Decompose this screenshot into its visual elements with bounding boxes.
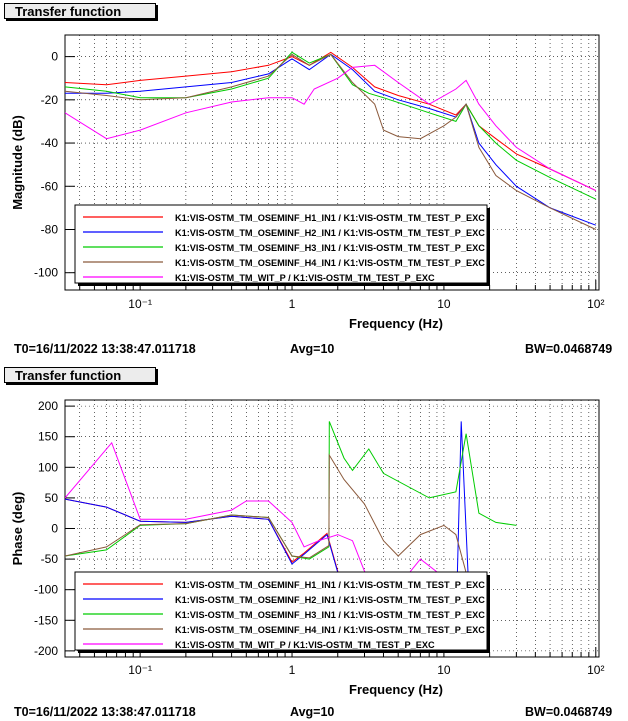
status-t0: T0=16/11/2022 13:38:47.011718 (14, 342, 196, 356)
series-line-4 (65, 453, 472, 590)
y-tick-label: 200 (38, 399, 58, 413)
x-axis-label: Frequency (Hz) (349, 316, 443, 331)
y-axis-label: Magnitude (dB) (10, 115, 25, 210)
legend-label: K1:VIS-OSTM_TM_OSEMINF_H4_IN1 / K1:VIS-O… (175, 258, 485, 268)
legend-label: K1:VIS-OSTM_TM_OSEMINF_H2_IN1 / K1:VIS-O… (175, 595, 485, 605)
legend-label: K1:VIS-OSTM_TM_OSEMINF_H3_IN1 / K1:VIS-O… (175, 610, 485, 620)
legend-label: K1:VIS-OSTM_TM_WIT_P / K1:VIS-OSTM_TM_TE… (175, 273, 435, 283)
x-tick-label: 10 (437, 663, 451, 677)
y-tick-label: 100 (38, 460, 58, 474)
status-avg: Avg=10 (290, 342, 335, 356)
y-tick-label: -150 (34, 613, 58, 627)
x-tick-label: 1 (289, 663, 296, 677)
status-bw: BW=0.0468749 (525, 342, 613, 356)
series-line-2 (65, 53, 596, 226)
x-tick-label: 10² (587, 663, 604, 677)
series-line-5 (65, 64, 597, 192)
status-bw: BW=0.0468749 (525, 705, 613, 719)
phase-chart: 200 150 100 50 0 -50 -100 -150 -200 10⁻¹ 1 10 10² Fre… (10, 399, 604, 697)
status-t0: T0=16/11/2022 13:38:47.011718 (14, 705, 196, 719)
series-line-1 (65, 51, 597, 192)
legend-label: K1:VIS-OSTM_TM_OSEMINF_H4_IN1 / K1:VIS-O… (175, 625, 485, 635)
y-axis-label: Phase (deg) (10, 492, 25, 566)
y-tick-label: 0 (51, 522, 58, 536)
y-tick-label: -80 (41, 222, 59, 236)
y-tick-label: 50 (45, 491, 59, 505)
x-tick-label: 10⁻¹ (128, 297, 152, 311)
y-tick-label: -100 (34, 266, 58, 280)
x-tick-label: 10⁻¹ (128, 663, 152, 677)
legend-label: K1:VIS-OSTM_TM_OSEMINF_H1_IN1 / K1:VIS-O… (175, 213, 485, 223)
magnitude-chart: 0 -20 -40 -60 -80 -100 10⁻¹ 1 10 10² Frequency (Hz… (10, 34, 604, 331)
x-axis-label: Frequency (Hz) (349, 682, 443, 697)
y-tick-label: -20 (41, 93, 59, 107)
legend-label: K1:VIS-OSTM_TM_OSEMINF_H2_IN1 / K1:VIS-O… (175, 228, 485, 238)
y-tick-label: -40 (41, 136, 59, 150)
legend-label: K1:VIS-OSTM_TM_WIT_P / K1:VIS-OSTM_TM_TE… (175, 640, 435, 650)
legend-label: K1:VIS-OSTM_TM_OSEMINF_H1_IN1 / K1:VIS-O… (175, 580, 485, 590)
y-tick-label: -60 (41, 179, 59, 193)
legend-box (74, 571, 488, 651)
y-tick-label: 150 (38, 430, 58, 444)
y-tick-label: 0 (51, 50, 58, 64)
panel-title-magnitude: Transfer function (4, 3, 156, 19)
y-tick-label: -50 (41, 552, 59, 566)
legend-box (74, 204, 488, 284)
status-avg: Avg=10 (290, 705, 335, 719)
x-tick-label: 1 (289, 297, 296, 311)
x-tick-label: 10 (437, 297, 451, 311)
y-tick-label: -200 (34, 644, 58, 658)
legend-label: K1:VIS-OSTM_TM_OSEMINF_H3_IN1 / K1:VIS-O… (175, 243, 485, 253)
series-line-4 (65, 53, 597, 230)
y-tick-label: -100 (34, 583, 58, 597)
x-tick-label: 10² (587, 297, 604, 311)
panel-title-phase: Transfer function (4, 367, 156, 383)
